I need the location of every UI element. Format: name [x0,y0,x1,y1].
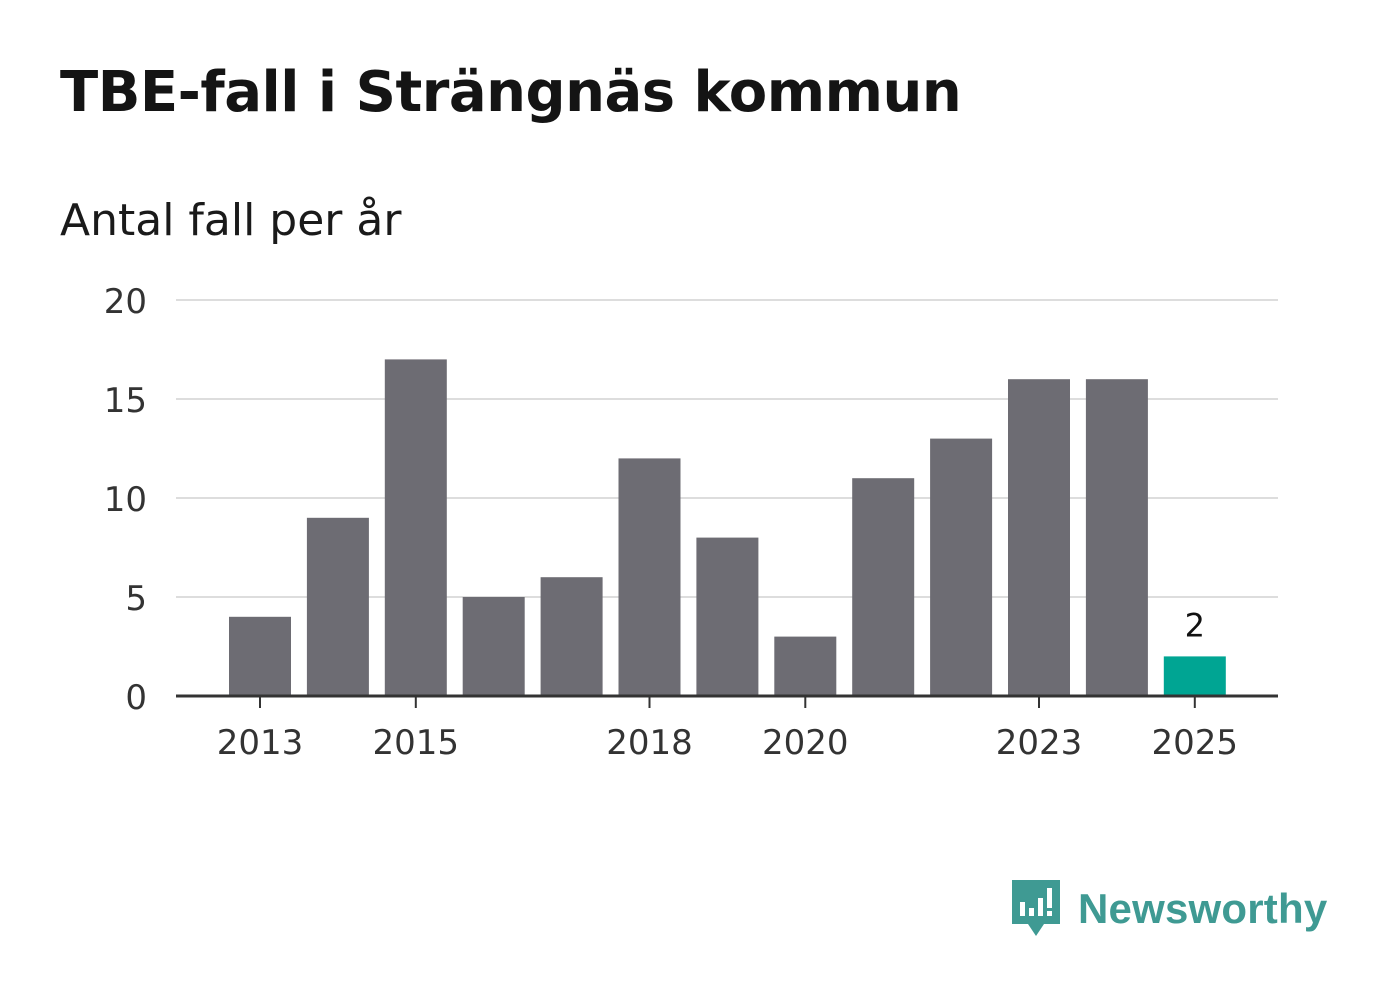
x-tick-label: 2025 [1152,723,1239,763]
data-label: 2 [1185,606,1205,644]
x-tick-label: 2023 [996,723,1083,763]
data-labels: 2 [1185,606,1205,644]
y-tick-label: 5 [125,579,147,619]
bar-2021 [852,478,915,696]
bar-2022 [930,438,993,696]
chart-title: TBE-fall i Strängnäs kommun [60,60,962,125]
bars [229,359,1226,696]
y-tick-label: 0 [125,678,147,718]
bar-2020 [774,636,837,696]
newsworthy-logo: Newsworthy [1010,878,1327,940]
bar-2015 [384,359,447,696]
x-tick-label: 2013 [217,723,304,763]
y-tick-label: 20 [104,282,147,322]
bar-2014 [306,517,369,696]
y-tick-label: 15 [104,381,147,421]
x-tick-label: 2018 [606,723,693,763]
bar-2018 [618,458,681,696]
chart-subtitle: Antal fall per år [60,195,402,246]
x-axis-ticks: 2013 2015 2018 2020 2023 2025 [217,696,1238,763]
bar-2023 [1008,379,1070,696]
x-tick-label: 2020 [762,723,849,763]
bar-2019 [696,537,759,696]
y-tick-label: 10 [104,480,147,520]
y-axis-ticks: 0 5 10 15 20 [104,282,147,718]
bar-2016 [462,597,525,696]
bar-2024 [1085,379,1148,696]
x-tick-label: 2015 [373,723,460,763]
newsworthy-logo-icon [1012,880,1060,936]
bar-2013 [229,616,291,696]
bar-2017 [540,577,603,696]
brand-name: Newsworthy [1078,885,1328,932]
bar-2025 [1163,656,1226,696]
